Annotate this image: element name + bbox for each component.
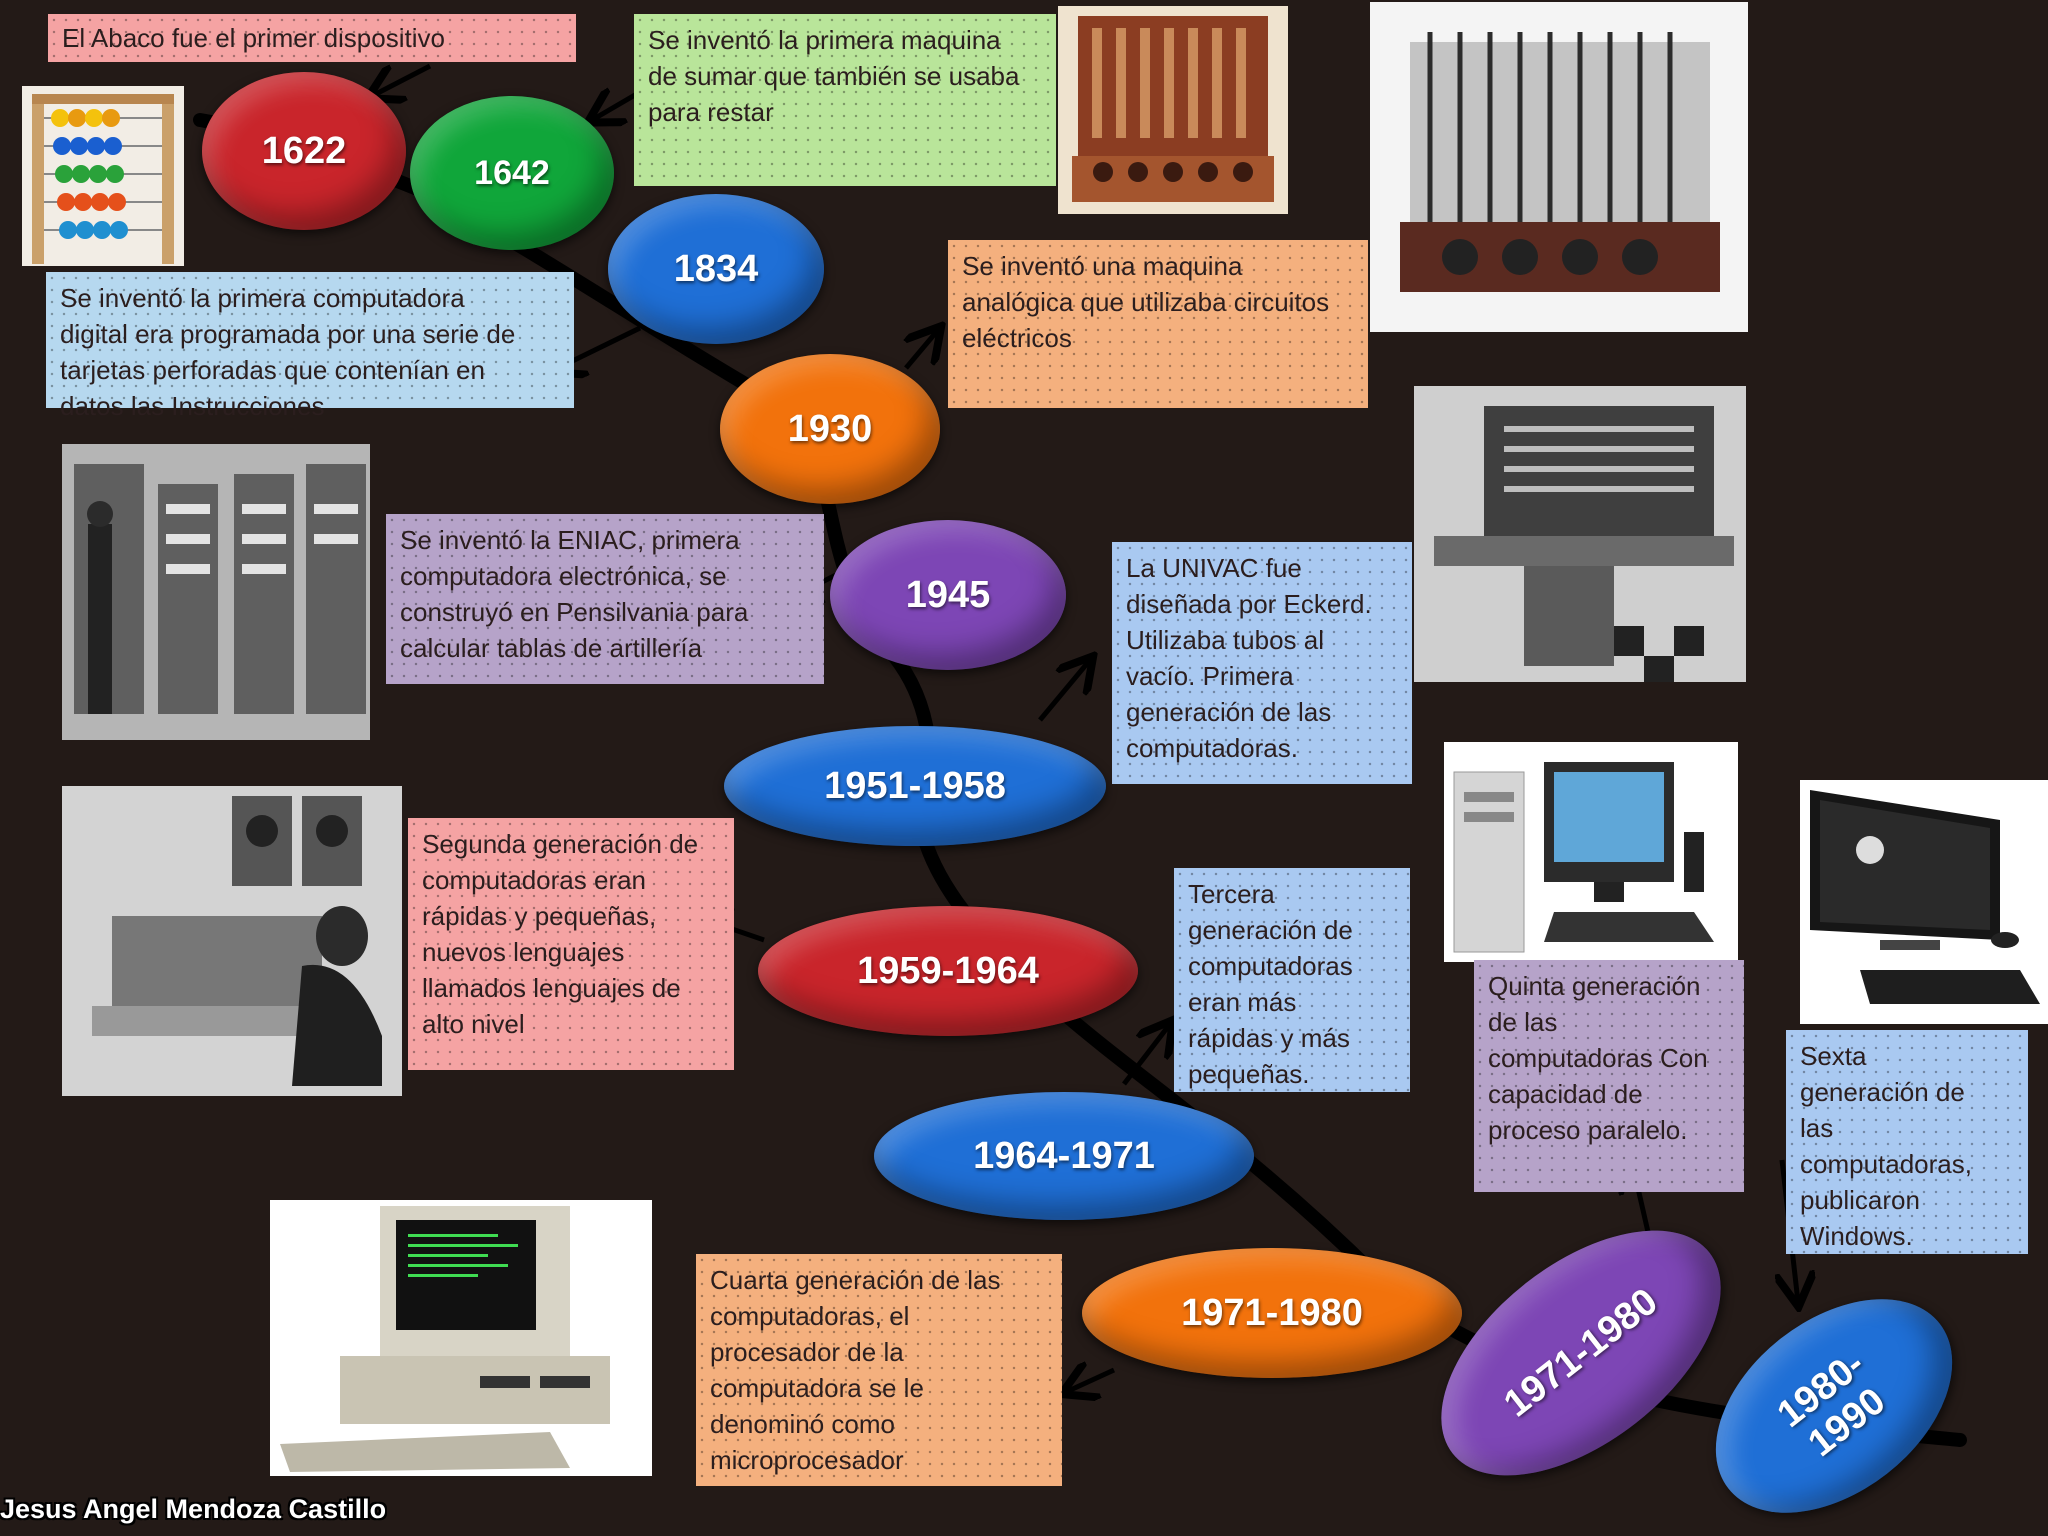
analytical-engine-photo xyxy=(1370,2,1748,332)
desktop-pc-photo xyxy=(1444,742,1738,962)
abacus-note: El Abaco fue el primer dispositivo xyxy=(48,14,576,62)
node-1834: 1834 xyxy=(608,194,824,344)
node-1930: 1930 xyxy=(720,354,940,504)
author-credit: Jesus Angel Mendoza Castillo xyxy=(0,1494,387,1524)
node-1642: 1642 xyxy=(410,96,614,250)
node-1945: 1945 xyxy=(830,520,1066,670)
node-1971-1980-orange: 1971-1980 xyxy=(1082,1248,1462,1378)
arrow-1930 xyxy=(906,330,938,370)
second-generation-note: Segunda generación de computadoras eran … xyxy=(408,818,734,1070)
second-gen-operator-photo xyxy=(62,786,402,1096)
node-1622: 1622 xyxy=(202,72,406,230)
arrow-1622 xyxy=(372,63,432,96)
arrow-1971a xyxy=(1066,1370,1116,1392)
adding-machine-photo xyxy=(1058,6,1288,214)
eniac-photo xyxy=(62,444,370,740)
third-generation-note: Tercera generación de computadoras eran … xyxy=(1174,868,1410,1092)
punched-card-computer-note: Se inventó la primera computadora digita… xyxy=(46,272,574,421)
univac-note: La UNIVAC fue diseñada por Eckerd. Utili… xyxy=(1112,542,1412,784)
analog-machine-note: Se inventó una maquina analógica que uti… xyxy=(948,240,1368,408)
node-1964-1971: 1964-1971 xyxy=(874,1092,1254,1220)
node-1951-1958: 1951-1958 xyxy=(724,726,1106,846)
fifth-generation-note: Quinta generación de las computadoras Co… xyxy=(1474,960,1744,1192)
sixth-generation-note: Sexta generación de las computadoras, pu… xyxy=(1786,1030,2028,1254)
hp-all-in-one-photo xyxy=(1800,780,2048,1024)
abacus-photo xyxy=(22,86,184,266)
node-1959-1964: 1959-1964 xyxy=(758,906,1138,1036)
fourth-generation-note: Cuarta generación de las computadoras, e… xyxy=(696,1254,1062,1486)
eniac-note: Se inventó la ENIAC, primera computadora… xyxy=(386,514,824,684)
arrow-1951 xyxy=(1038,660,1090,722)
ibm-pc-photo xyxy=(270,1200,652,1476)
arrow-1964 xyxy=(1122,1024,1170,1086)
univac-photo xyxy=(1414,386,1746,682)
arrow-1642 xyxy=(592,92,642,120)
adding-machine-note: Se inventó la primera maquina de sumar q… xyxy=(634,14,1056,186)
